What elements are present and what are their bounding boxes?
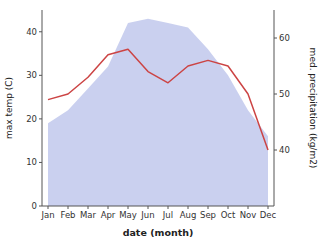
x-tick — [108, 206, 109, 209]
y2-axis-label: med. precipitation (kg/m2) — [308, 48, 318, 169]
y2-axis-line — [274, 10, 275, 206]
y2-tick — [274, 94, 277, 95]
x-tick-label: Aug — [180, 210, 197, 220]
y-tick — [39, 162, 42, 163]
y2-tick — [274, 150, 277, 151]
x-tick — [208, 206, 209, 209]
x-tick-label: Sep — [200, 210, 216, 220]
y-tick-label: 20 — [26, 114, 37, 124]
y-tick-label: 40 — [26, 27, 37, 37]
y-tick — [39, 75, 42, 76]
x-tick-label: Jun — [140, 210, 154, 220]
x-tick-label: Oct — [221, 210, 236, 220]
x-tick-label: Jan — [40, 210, 54, 220]
x-tick — [88, 206, 89, 209]
chart: Jan Feb Mar AprMayJun Jul AugSep Oct NovDec 0 10 2… — [0, 0, 318, 242]
y2-tick-label: 60 — [279, 33, 290, 43]
x-tick — [188, 206, 189, 209]
x-tick-label: Jul — [162, 210, 173, 220]
y-tick — [39, 206, 42, 207]
x-tick-label: Feb — [60, 210, 75, 220]
temperature-area — [48, 19, 268, 206]
x-tick — [228, 206, 229, 209]
y2-tick-label: 40 — [279, 145, 290, 155]
y-tick-label: 10 — [26, 157, 37, 167]
y-axis-label: max temp (C) — [4, 77, 14, 139]
y-tick-label: 0 — [32, 201, 37, 211]
y-axis-line — [42, 10, 43, 206]
y2-tick-label: 50 — [279, 89, 290, 99]
precipitation-line — [48, 49, 268, 150]
x-tick-label: Nov — [240, 210, 257, 220]
x-tick-label: Mar — [80, 210, 97, 220]
x-tick — [48, 206, 49, 209]
x-tick-label: Dec — [260, 210, 277, 220]
y2-tick — [274, 38, 277, 39]
plot-area — [48, 19, 268, 206]
x-tick — [148, 206, 149, 209]
x-tick — [168, 206, 169, 209]
x-tick — [268, 206, 269, 209]
x-tick — [128, 206, 129, 209]
x-axis-label: date (month) — [123, 227, 194, 238]
x-tick — [68, 206, 69, 209]
x-tick — [248, 206, 249, 209]
y-tick — [39, 118, 42, 119]
x-tick-label: May — [119, 210, 137, 220]
x-axis-line — [42, 206, 274, 207]
y-tick-label: 30 — [26, 70, 37, 80]
y-tick — [39, 31, 42, 32]
x-tick-label: Apr — [101, 210, 116, 220]
